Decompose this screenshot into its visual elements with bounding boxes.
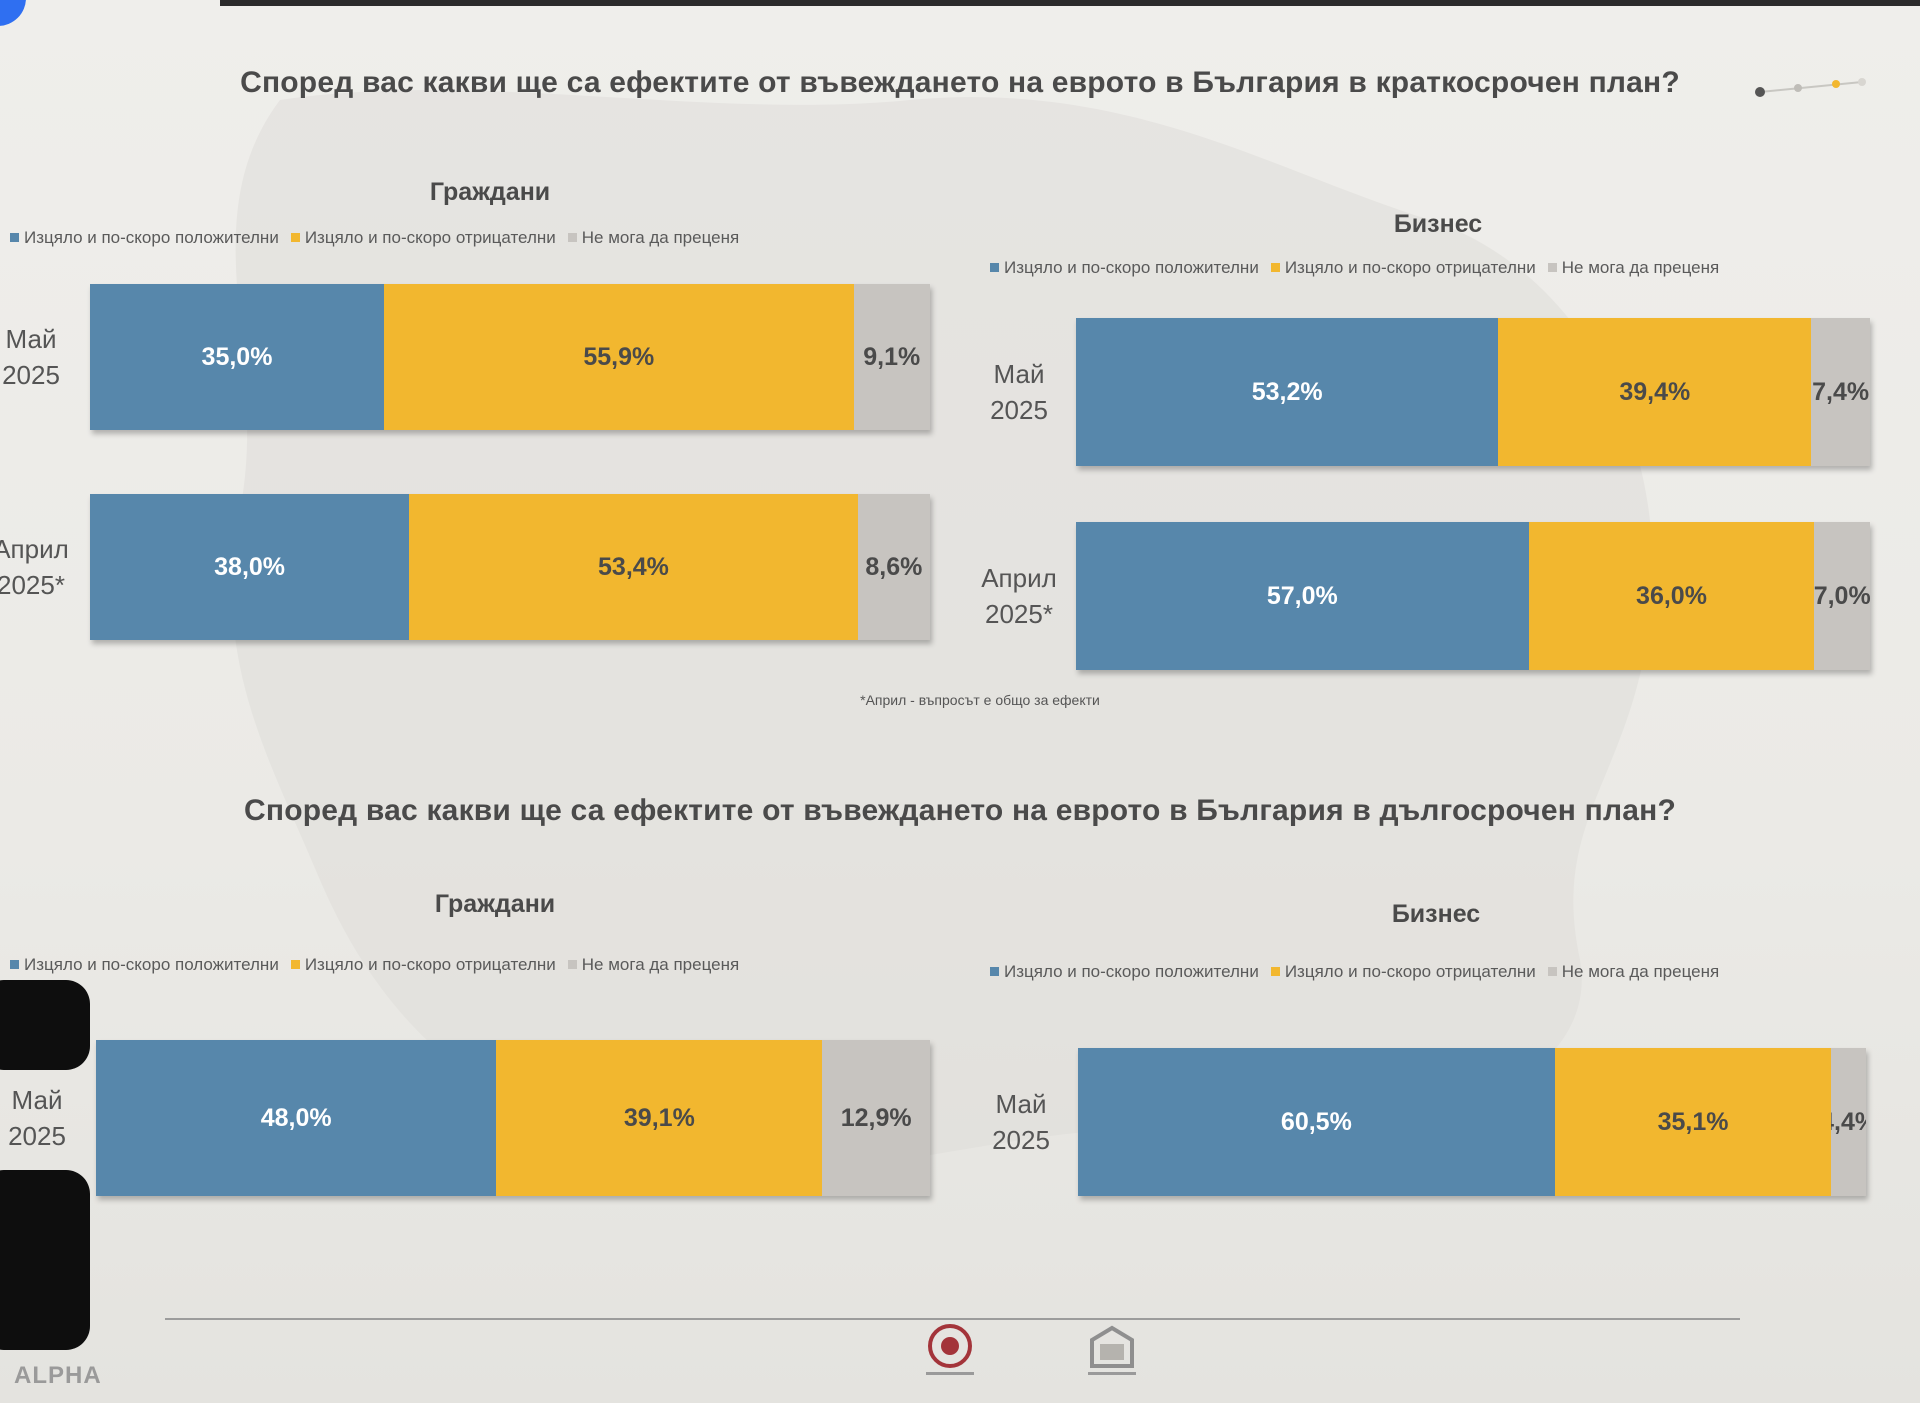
- legend-label: Не мога да преценя: [581, 228, 740, 247]
- legend-item: Изцяло и по-скоро отрицателни: [1270, 962, 1536, 982]
- bar-segment: 7,0%: [1814, 522, 1870, 670]
- bar-segment: 57,0%: [1076, 522, 1529, 670]
- legend-swatch: [290, 960, 300, 969]
- bar-segment: 60,5%: [1078, 1048, 1555, 1196]
- stacked-bar: 38,0% 53,4% 8,6%: [90, 494, 930, 640]
- footnote: *Април - въпросът е общо за ефекти: [860, 692, 1100, 708]
- legend-swatch: [290, 233, 300, 242]
- bar-segment: 7,4%: [1811, 318, 1870, 466]
- row-label-line: 2025: [992, 1125, 1050, 1155]
- row-label-line: 2025: [8, 1121, 66, 1151]
- screen-top-edge: [220, 0, 1920, 6]
- legend-item: Не мога да преценя: [567, 228, 740, 248]
- row-label-line: Май: [5, 324, 57, 354]
- bar-segment: 35,0%: [90, 284, 384, 430]
- legend-item: Изцяло и по-скоро положителни: [10, 955, 279, 975]
- chart-legend: Изцяло и по-скоро положителни Изцяло и по…: [10, 955, 751, 975]
- bar-segment: 53,2%: [1076, 318, 1499, 466]
- stacked-bar: 57,0% 36,0% 7,0%: [1076, 522, 1870, 670]
- question-title-long-term: Според вас какви ще са ефектите от въвеж…: [244, 794, 1676, 827]
- row-label-line: Май: [995, 1089, 1047, 1119]
- speaker-object: [0, 980, 90, 1070]
- legend-label: Изцяло и по-скоро отрицателни: [304, 228, 556, 247]
- row-label-line: 2025: [2, 360, 60, 390]
- chart-legend: Изцяло и по-скоро положителни Изцяло и по…: [990, 962, 1731, 982]
- slide-progress-icon: [1755, 78, 1866, 97]
- row-label: Май 2025: [0, 1082, 76, 1154]
- legend-label: Не мога да преценя: [581, 955, 740, 974]
- question-title-short-term: Според вас какви ще са ефектите от въвеж…: [240, 66, 1680, 99]
- row-label-line: Април: [981, 563, 1057, 593]
- row-label-line: Май: [993, 359, 1045, 389]
- bar-segment: 48,0%: [96, 1040, 497, 1196]
- bar-segment: 8,6%: [857, 494, 930, 640]
- bar-segment: 39,1%: [496, 1040, 823, 1196]
- legend-swatch: [1270, 263, 1280, 272]
- bar-segment: 38,0%: [90, 494, 410, 640]
- footer-divider: [165, 1318, 1740, 1320]
- panel-title: Бизнес: [1391, 900, 1481, 928]
- panel-title: Граждани: [429, 178, 551, 206]
- panel-title: Бизнес: [1393, 210, 1483, 238]
- legend-label: Изцяло и по-скоро отрицателни: [304, 955, 556, 974]
- alpha-research-logo: ALPHA: [14, 1362, 102, 1389]
- row-label: Май 2025: [0, 321, 70, 393]
- row-label: Май 2025: [982, 1086, 1060, 1158]
- bar-segment: 39,4%: [1498, 318, 1812, 466]
- chart-legend: Изцяло и по-скоро положителни Изцяло и по…: [10, 228, 751, 248]
- bar-segment: 4,4%: [1831, 1048, 1866, 1196]
- row-label-line: 2025*: [0, 570, 65, 600]
- legend-swatch: [990, 263, 999, 272]
- legend-item: Изцяло и по-скоро отрицателни: [290, 228, 556, 248]
- legend-swatch: [1547, 263, 1557, 272]
- bar-segment: 53,4%: [409, 494, 858, 640]
- bar-segment: 36,0%: [1528, 522, 1815, 670]
- legend-item: Изцяло и по-скоро отрицателни: [290, 955, 556, 975]
- legend-item: Изцяло и по-скоро отрицателни: [1270, 258, 1536, 278]
- speaker-object: [0, 1170, 90, 1350]
- bar-segment: 9,1%: [853, 284, 930, 430]
- corner-indicator: [0, 0, 26, 26]
- legend-item: Изцяло и по-скоро положителни: [990, 258, 1259, 278]
- bar-segment: 12,9%: [822, 1040, 930, 1196]
- legend-label: Изцяло и по-скоро положителни: [1004, 258, 1259, 277]
- row-label: Април 2025*: [980, 560, 1058, 632]
- stacked-bar: 35,0% 55,9% 9,1%: [90, 284, 930, 430]
- row-label-line: Май: [11, 1085, 63, 1115]
- legend-label: Изцяло и по-скоро положителни: [1004, 962, 1259, 981]
- stacked-bar: 60,5%35,1%4,4%: [1078, 1048, 1866, 1196]
- chart-legend: Изцяло и по-скоро положителни Изцяло и по…: [990, 258, 1731, 278]
- row-label-line: 2025: [990, 395, 1048, 425]
- legend-label: Изцяло и по-скоро отрицателни: [1284, 962, 1536, 981]
- legend-swatch: [567, 233, 577, 242]
- row-label: Май 2025: [980, 356, 1058, 428]
- legend-swatch: [10, 960, 19, 969]
- row-label-line: 2025*: [985, 599, 1053, 629]
- legend-item: Не мога да преценя: [567, 955, 740, 975]
- legend-label: Не мога да преценя: [1561, 258, 1720, 277]
- stacked-bar: 53,2% 39,4% 7,4%: [1076, 318, 1870, 466]
- legend-label: Изцяло и по-скоро положителни: [24, 955, 279, 974]
- legend-item: Не мога да преценя: [1547, 962, 1720, 982]
- row-label-line: Април: [0, 534, 69, 564]
- bar-segment: 55,9%: [384, 284, 854, 430]
- legend-swatch: [990, 967, 999, 976]
- legend-label: Не мога да преценя: [1561, 962, 1720, 981]
- bar-segment: 35,1%: [1554, 1048, 1832, 1196]
- row-label: Април 2025*: [0, 531, 70, 603]
- legend-item: Изцяло и по-скоро положителни: [990, 962, 1259, 982]
- legend-swatch: [567, 960, 577, 969]
- emblem-logo: [926, 1324, 974, 1375]
- legend-item: Изцяло и по-скоро положителни: [10, 228, 279, 248]
- legend-label: Изцяло и по-скоро отрицателни: [1284, 258, 1536, 277]
- crest-logo: [1088, 1325, 1136, 1375]
- legend-swatch: [1547, 967, 1557, 976]
- legend-swatch: [1270, 967, 1280, 976]
- panel-title: Граждани: [434, 890, 556, 918]
- legend-item: Не мога да преценя: [1547, 258, 1720, 278]
- stacked-bar: 48,0% 39,1% 12,9%: [96, 1040, 930, 1196]
- legend-label: Изцяло и по-скоро положителни: [24, 228, 279, 247]
- legend-swatch: [10, 233, 19, 242]
